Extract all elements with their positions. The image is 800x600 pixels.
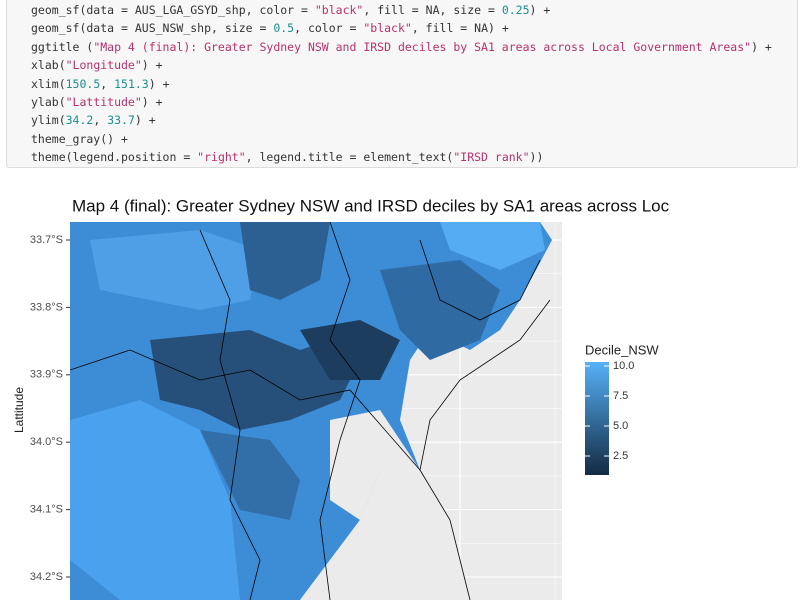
region [90,230,260,310]
y-tick-label: 33.8°S [30,301,63,313]
code-line: geom_sf(data = AUS_LGA_GSYD_shp, color =… [31,3,551,17]
y-axis: 33.7°S 33.8°S 33.9°S 34.0°S 34.1°S 34.2°S [30,234,70,583]
code-line: xlab("Longitude") + [31,58,163,73]
plot-title: Map 4 (final): Greater Sydney NSW and IR… [72,196,670,215]
map [70,222,552,600]
region [240,222,330,300]
code-cell: geom_sf(data = AUS_LGA_GSYD_shp, color =… [6,0,798,168]
colorbar [585,362,609,475]
region [380,260,500,360]
region [440,222,545,270]
code-line: theme(legend.position = "right", legend.… [31,150,544,165]
boundary [199,229,261,600]
gap [300,470,470,600]
region [150,330,360,430]
y-axis-label: Lattitude [12,387,26,433]
code-line: ggtitle ("Map 4 (final): Greater Sydney … [31,39,772,54]
legend-tick-label: 5.0 [613,420,628,432]
boundary [319,222,361,600]
legend-tick-label: 10.0 [613,360,634,372]
code-line: xlim(150.5, 151.3) + [31,76,170,91]
y-tick-label: 33.7°S [30,234,63,246]
boundary [419,239,541,321]
y-tick-label: 33.9°S [30,369,63,381]
legend-ticks: 10.0 7.5 5.0 2.5 [585,360,634,462]
y-tick-label: 34.2°S [30,571,63,583]
code-line: theme_gray() + [31,131,128,146]
y-tick-label: 34.0°S [30,436,63,448]
gap [330,410,420,520]
legend-tick-label: 2.5 [613,450,628,462]
code-line: ylim(34.2, 33.7) + [31,113,156,128]
region [300,320,400,380]
region [200,430,300,520]
legend-title: Decile_NSW [585,342,659,357]
code-line: ylab("Lattitude") + [31,95,163,110]
region [70,400,240,600]
y-tick-label: 34.1°S [30,504,63,516]
legend-tick-label: 7.5 [613,390,628,402]
boundary [70,299,551,471]
code-line: geom_sf(data = AUS_NSW_shp, size = 0.5, … [31,21,509,36]
boundary [419,469,471,600]
